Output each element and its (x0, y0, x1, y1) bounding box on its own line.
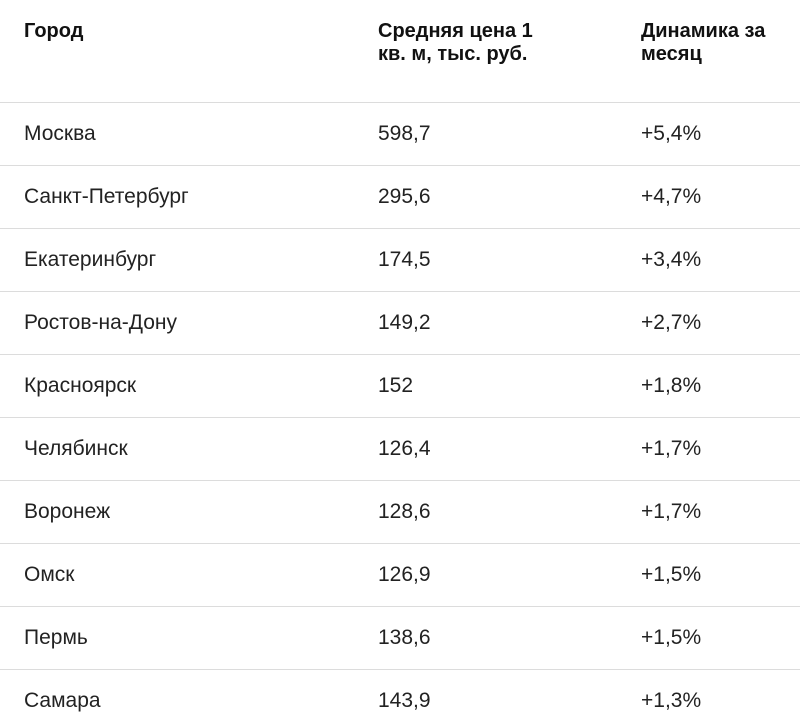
table-cell: +1,5% (641, 625, 702, 649)
row-divider (0, 417, 800, 418)
table-cell: 128,6 (378, 499, 431, 523)
row-divider (0, 228, 800, 229)
row-divider (0, 606, 800, 607)
table-cell: Пермь (24, 625, 88, 649)
row-divider (0, 480, 800, 481)
row-divider (0, 102, 800, 103)
table-cell: +1,7% (641, 499, 702, 523)
table-cell: +1,3% (641, 688, 702, 712)
table-cell: +1,8% (641, 373, 702, 397)
table-cell: Санкт-Петербург (24, 184, 189, 208)
table-cell: 126,4 (378, 436, 431, 460)
row-divider (0, 291, 800, 292)
table-cell: 138,6 (378, 625, 431, 649)
table-cell: 152 (378, 373, 414, 397)
header-cell: Город (24, 20, 84, 42)
table-cell: +5,4% (641, 121, 702, 145)
table-cell: +4,7% (641, 184, 702, 208)
table-cell: +3,4% (641, 247, 702, 271)
table-cell: Екатеринбург (24, 247, 157, 271)
table-cell: +2,7% (641, 310, 702, 334)
table-cell: Красноярск (24, 373, 137, 397)
table-cell: 174,5 (378, 247, 431, 271)
table-cell: 149,2 (378, 310, 431, 334)
table-cell: +1,7% (641, 436, 702, 460)
row-divider (0, 165, 800, 166)
row-divider (0, 354, 800, 355)
header-cell: Динамика за месяц (641, 20, 766, 65)
row-divider (0, 543, 800, 544)
table-cell: 126,9 (378, 562, 431, 586)
table-cell: Омск (24, 562, 75, 586)
table-cell: Москва (24, 121, 96, 145)
table-cell: 598,7 (378, 121, 431, 145)
row-divider (0, 669, 800, 670)
table-cell: Воронеж (24, 499, 111, 523)
table-cell: Ростов-на-Дону (24, 310, 177, 334)
table-cell: Челябинск (24, 436, 128, 460)
table-cell: 143,9 (378, 688, 431, 712)
table-cell: Самара (24, 688, 101, 712)
table-cell: +1,5% (641, 562, 702, 586)
table-cell: 295,6 (378, 184, 431, 208)
header-cell: Средняя цена 1 кв. м, тыс. руб. (378, 20, 533, 65)
